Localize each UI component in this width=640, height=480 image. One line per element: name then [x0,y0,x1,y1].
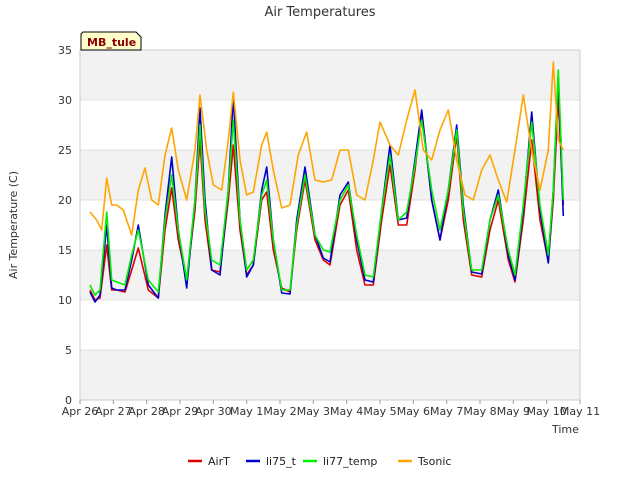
y-tick-label: 0 [65,394,72,407]
x-tick-label: Apr 29 [162,405,199,418]
background-band [80,350,580,400]
site-label-box: MB_tule [80,31,142,51]
x-tick-label: May 5 [363,405,396,418]
gridlines [80,49,580,401]
x-tick-label: Apr 30 [195,405,232,418]
y-tick-label: 35 [58,44,72,57]
y-tick-label: 10 [58,294,72,307]
x-tick-label: May 11 [560,405,600,418]
x-tick-label: May 2 [263,405,296,418]
background-band [80,50,580,100]
legend-label: Tsonic [417,455,451,468]
legend: AirT li75_t li77_temp Tsonic [188,455,451,468]
site-label: MB_tule [87,36,136,49]
x-tick-label: May 7 [430,405,463,418]
y-tick-label: 5 [65,344,72,357]
x-tick-label: May 8 [463,405,496,418]
site-label-background [80,31,142,51]
y-tick-label: 20 [58,194,72,207]
legend-label: li75_t [266,455,297,468]
x-tick-label: May 1 [230,405,263,418]
series-lines [89,61,565,303]
x-tick-label: May 4 [330,405,363,418]
x-tick-label: Apr 26 [62,405,99,418]
plot-border [79,49,581,401]
legend-label: AirT [208,455,230,468]
legend-label: li77_temp [323,455,377,468]
background-bands [80,50,580,400]
y-tick-label: 30 [58,94,72,107]
x-tick-label: May 9 [497,405,530,418]
y-axis-title: Air Temperature (C) [7,171,20,279]
background-band [80,150,580,200]
series-line-tsonic [89,61,565,236]
x-tick-label: May 3 [297,405,330,418]
x-tick-label: Apr 28 [128,405,165,418]
x-axis-title: Time [551,423,579,436]
x-tick-label: May 10 [527,405,567,418]
x-tick-label: May 6 [397,405,430,418]
x-tick-label: Apr 27 [95,405,132,418]
series-line-li77-temp [89,69,565,296]
y-tick-label: 25 [58,144,72,157]
y-tick-label: 15 [58,244,72,257]
y-axis-ticks: 0 5 10 15 20 25 30 35 [58,44,72,407]
chart-title: Air Temperatures [264,5,375,20]
